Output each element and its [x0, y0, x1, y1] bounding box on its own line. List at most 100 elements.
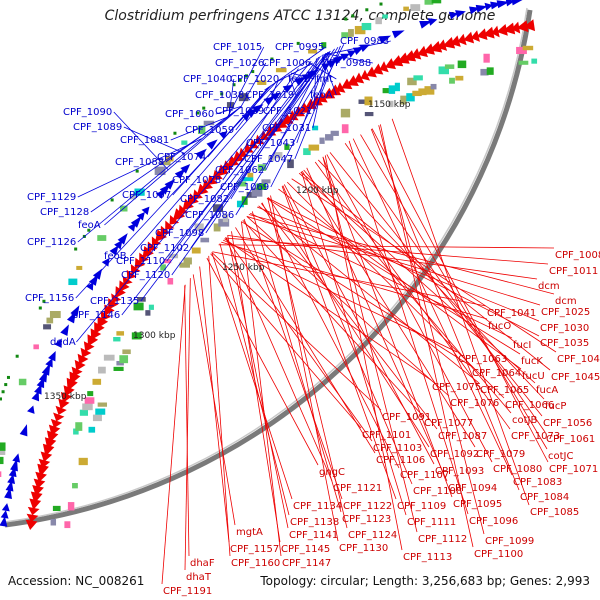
gene-label-forward: CPF_1128 — [40, 207, 89, 218]
forward-label-leader — [321, 55, 337, 96]
feature-dot — [0, 397, 3, 401]
reverse-label-leader — [184, 285, 190, 557]
gene-label-reverse: CPF_1123 — [342, 514, 391, 525]
reverse-gene-arrow — [442, 36, 456, 49]
feature-block — [531, 58, 538, 64]
reverse-label-leader — [348, 140, 469, 515]
forward-label-leader — [140, 50, 331, 302]
feature-block — [134, 188, 145, 196]
reverse-label-leader — [161, 284, 186, 585]
gene-label-reverse: CPF_1145 — [281, 544, 330, 555]
reverse-gene-arrow — [37, 463, 49, 477]
reverse-label-leader — [211, 252, 382, 411]
forward-gene-arrow — [164, 178, 176, 190]
gene-label-reverse: CPF_1106 — [376, 455, 425, 466]
feature-block — [284, 144, 290, 150]
feature-dot — [351, 14, 355, 18]
gene-label-reverse: CPF_1042 — [557, 354, 600, 365]
forward-gene-arrow — [34, 384, 42, 395]
forward-gene-arrow — [496, 0, 510, 9]
reverse-gene-arrow — [511, 21, 521, 34]
reverse-gene-arrow — [55, 405, 67, 415]
forward-label-leader — [104, 106, 242, 226]
forward-gene-arrow — [218, 131, 228, 140]
reverse-gene-arrow — [46, 430, 59, 443]
forward-label-leader — [240, 62, 267, 108]
feature-block — [113, 366, 124, 371]
genome-backbone-highlight — [4, 7, 528, 523]
reverse-gene-arrow — [142, 246, 154, 259]
gene-label-reverse: cotJC — [548, 451, 573, 462]
feature-dot — [365, 8, 369, 12]
feature-dot — [15, 354, 19, 358]
reverse-label-leader — [208, 255, 231, 557]
feature-block — [242, 177, 254, 182]
forward-gene-arrow — [180, 163, 191, 174]
gene-labels: CPF_1015 CPF_0995 CPF_0983 CPF_1026CPF_1006… — [25, 36, 600, 597]
feature-block — [133, 302, 144, 311]
gene-label-forward: CPF_1062 — [215, 165, 264, 176]
forward-gene-arrow — [114, 239, 123, 250]
reverse-gene-arrow — [26, 513, 39, 523]
feature-block — [78, 457, 88, 466]
forward-gene-arrow — [27, 405, 35, 414]
gene-label-reverse: dcm — [538, 281, 560, 292]
forward-label-leader — [270, 44, 345, 188]
feature-dot — [42, 299, 46, 303]
gene-label-forward: CPF_0995 — [275, 42, 324, 53]
forward-label-leader — [294, 45, 341, 160]
reverse-gene-arrow — [50, 418, 63, 429]
feature-block — [213, 204, 224, 212]
feature-dot — [6, 375, 10, 379]
gene-label-reverse: fucO — [488, 321, 511, 332]
reverse-gene-arrow — [58, 398, 70, 410]
feature-block — [238, 93, 249, 102]
gene-label-reverse: CPF_1093 — [435, 466, 484, 477]
reverse-gene-arrow — [115, 286, 126, 299]
reverse-gene-arrow — [38, 458, 51, 469]
forward-label-leader — [288, 74, 297, 96]
gene-label-reverse: CPF_1130 — [339, 543, 388, 554]
reverse-gene-arrow — [48, 424, 61, 436]
forward-label-leader — [312, 51, 330, 129]
feature-dot — [251, 70, 255, 74]
feature-block — [361, 22, 372, 31]
forward-label-leader — [76, 61, 312, 343]
reverse-gene-arrow — [172, 208, 186, 222]
reverse-label-leader — [225, 237, 333, 482]
forward-label-leader — [245, 94, 251, 101]
gene-label-reverse: CPF_1141 — [289, 530, 338, 541]
feature-block — [308, 49, 318, 54]
gene-label-reverse: CPF_1094 — [448, 483, 497, 494]
forward-label-leader — [121, 52, 327, 316]
reverse-label-leader — [281, 185, 397, 500]
feature-block — [43, 324, 52, 330]
reverse-gene-arrow — [463, 31, 475, 44]
reverse-label-leader — [266, 198, 521, 355]
gene-label-reverse: CPF_1109 — [397, 501, 446, 512]
gene-label-reverse: CPF_1095 — [453, 499, 502, 510]
forward-gene-arrow — [475, 4, 488, 13]
reverse-label-leader — [242, 219, 424, 417]
reverse-label-leader — [231, 231, 281, 543]
feature-block — [49, 310, 61, 319]
feature-block — [50, 519, 57, 526]
forward-gene-arrow — [117, 233, 128, 245]
feature-block — [341, 124, 349, 134]
feature-dot — [344, 17, 348, 21]
gene-label-reverse: CPF_1113 — [403, 552, 452, 563]
gene-label-reverse: CPF_1092 — [430, 449, 479, 460]
forward-gene-arrow — [270, 92, 281, 101]
reverse-gene-arrow — [147, 241, 158, 252]
reverse-label-leader — [218, 244, 555, 249]
reverse-label-leader — [199, 266, 230, 543]
forward-label-leader — [90, 121, 222, 213]
gene-label-reverse: CPF_1099 — [485, 536, 534, 547]
reverse-label-leader — [291, 178, 557, 353]
gene-label-reverse: CPF_1064 — [472, 368, 521, 379]
kbp-tick-label: 1150 kbp — [368, 100, 411, 110]
forward-gene-arrow — [127, 223, 136, 232]
reverse-gene-arrow — [390, 55, 404, 67]
reverse-gene-arrow — [44, 437, 57, 450]
feature-block — [160, 264, 166, 271]
